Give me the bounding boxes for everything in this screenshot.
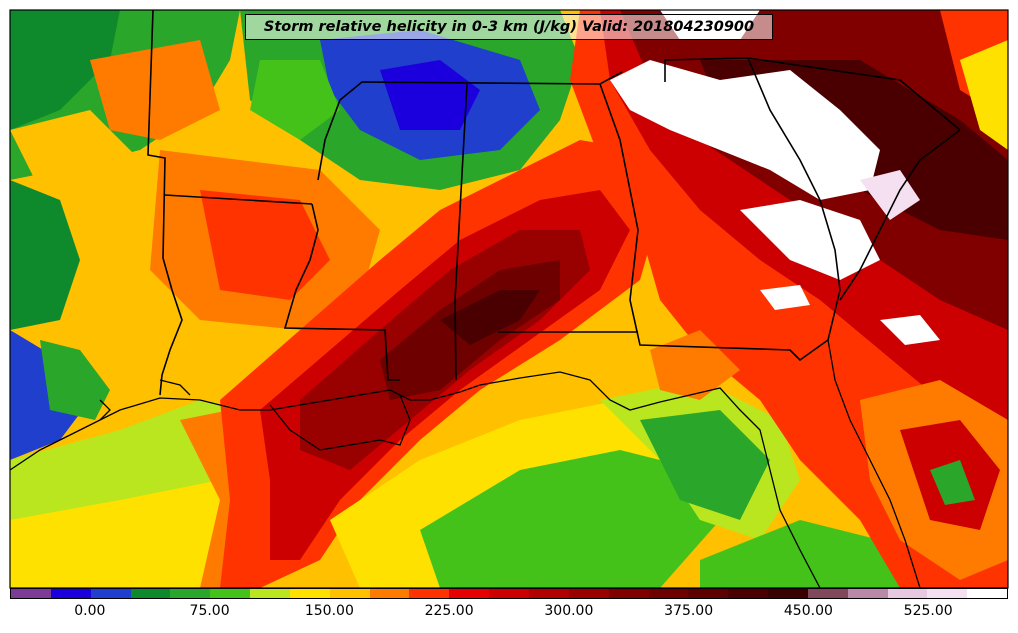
colorbar-tick-label: 375.00 [664,603,714,619]
map-title: Storm relative helicity in 0-3 km (J/kg)… [245,14,773,40]
colorbar-tick-label: 300.00 [544,603,594,619]
colorbar-segment [489,589,529,598]
colorbar-segment [528,589,569,598]
colorbar-segment [90,589,131,598]
coastline [10,339,921,588]
colorbar-segment [648,589,689,598]
colorbar-tick-label: 150.00 [304,603,354,619]
colorbar-tick-label: 450.00 [783,603,833,619]
colorbar-segment [250,589,290,598]
colorbar-segment [11,589,51,598]
helicity-field [10,10,1008,588]
colorbar-segment [608,589,649,598]
colorbar [10,588,1008,599]
colorbar-tick-label: 225.00 [424,603,474,619]
colorbar-tick-label: 75.00 [189,603,230,619]
colorbar-segment [289,589,330,598]
colorbar-segment [50,589,91,598]
colorbar-tick-label: 525.00 [903,603,953,619]
colorbar-segment [768,589,808,598]
colorbar-segment [130,589,171,598]
colorbar-segment [807,589,848,598]
colorbar-segment [847,589,888,598]
colorbar-segment [927,589,968,598]
colorbar-segment [409,589,450,598]
colorbar-segment [210,589,251,598]
colorbar-segment [688,589,729,598]
colorbar-segment [449,589,490,598]
colorbar-segment [568,589,609,598]
colorbar-segment [887,589,928,598]
colorbar-segment [170,589,211,598]
colorbar-segment [329,589,370,598]
colorbar-segment [967,589,1008,598]
colorbar-segment [369,589,410,598]
colorbar-tick-label: 0.00 [74,603,106,619]
colorbar-segment [728,589,769,598]
boundary-lines [147,10,961,396]
